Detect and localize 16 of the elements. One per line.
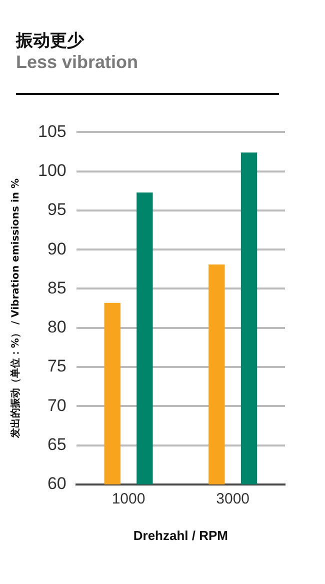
y-tick-label: 70 [47, 396, 66, 415]
chart-subtitle: Less vibration [16, 52, 138, 73]
y-tick-label: 75 [47, 356, 66, 376]
y-axis-title: 发出的振动（单位：%） / Vibration emissions in % [10, 178, 22, 440]
y-tick-label: 85 [47, 278, 66, 298]
y-tick-label: 65 [47, 434, 66, 454]
y-tick-label: 95 [47, 200, 66, 220]
x-tick-label: 3000 [216, 490, 250, 508]
y-tick-label: 60 [47, 474, 66, 494]
x-axis-title: Drehzahl / RPM [133, 528, 228, 543]
y-tick-label: 100 [38, 161, 66, 180]
y-tick-label: 90 [47, 239, 66, 258]
x-tick-label: 1000 [112, 490, 146, 508]
y-tick-label: 105 [38, 122, 66, 141]
y-tick-label: 80 [47, 318, 66, 337]
chart-title: 振动更少 [16, 30, 84, 52]
